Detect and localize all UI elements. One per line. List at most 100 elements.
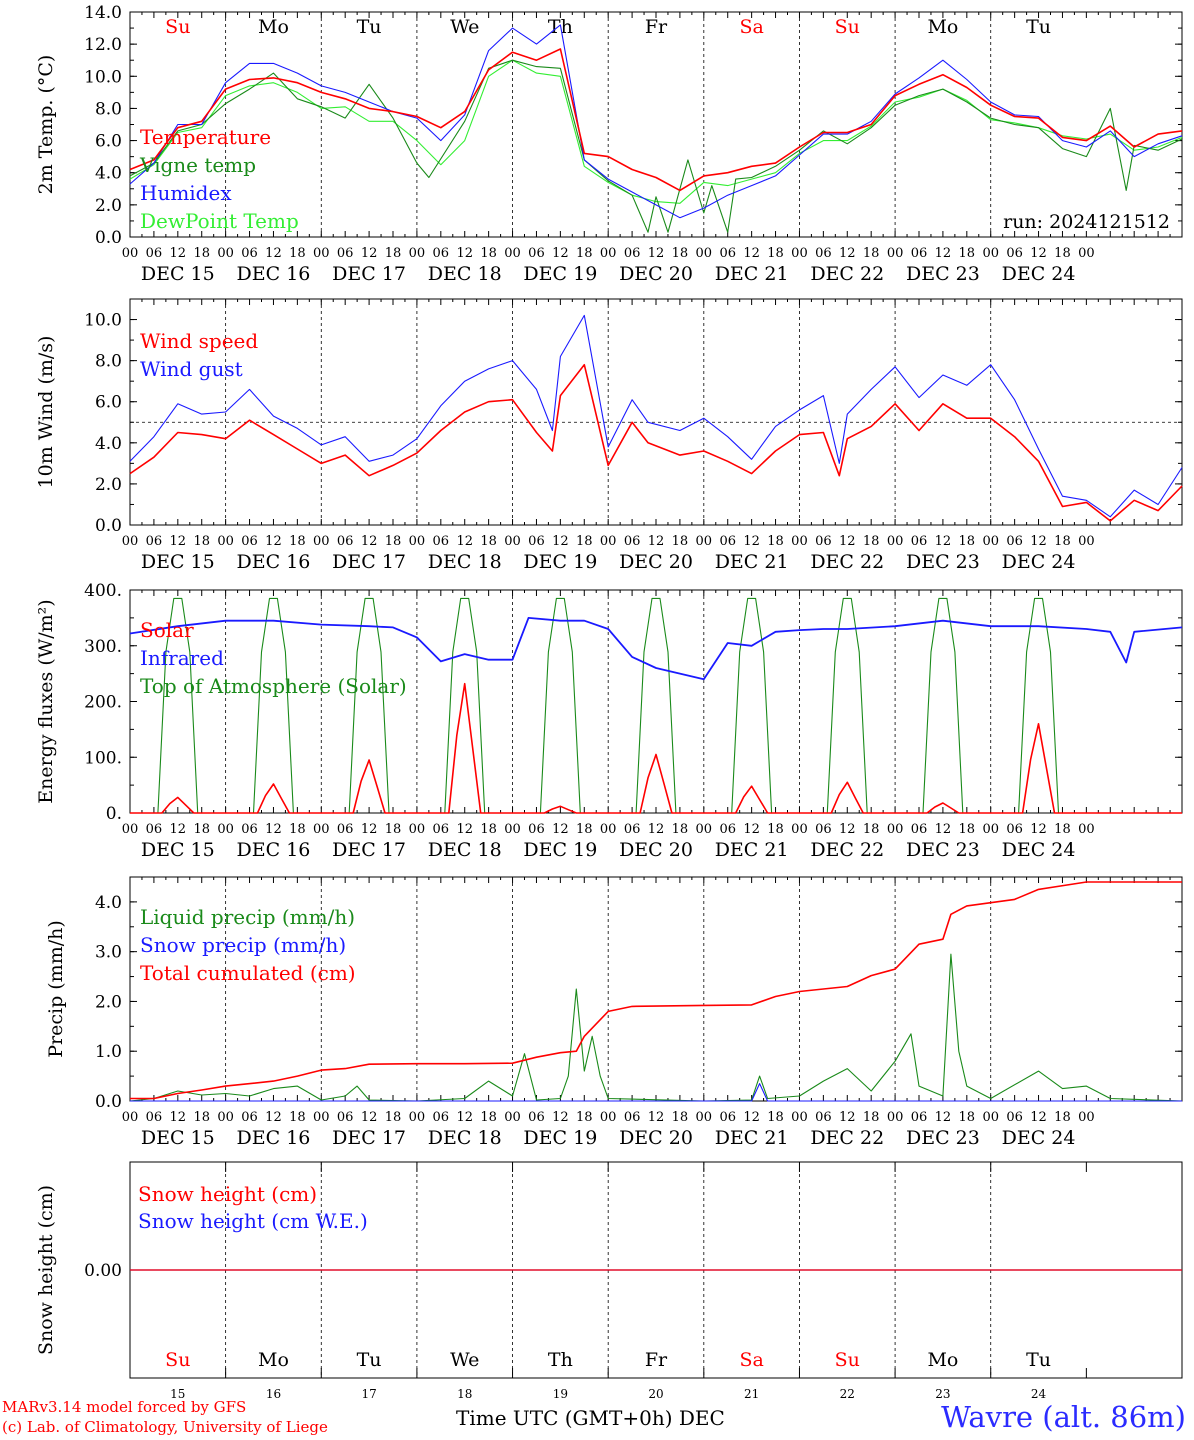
date-label: DEC 17 [332, 551, 406, 573]
hour-tick-label: 18 [863, 534, 880, 549]
y-tick-label: 10.0 [84, 311, 122, 331]
series-infrared [129, 617, 1183, 681]
hour-tick-label: 12 [935, 246, 952, 261]
hour-tick-label: 18 [672, 534, 689, 549]
legend-entry: Liquid precip (mm/h) [140, 905, 355, 929]
hour-tick-label: 06 [719, 246, 736, 261]
y-tick-label: 8.0 [95, 352, 122, 372]
hour-tick-label: 18 [576, 534, 593, 549]
day-number-label: 15 [170, 1387, 185, 1400]
hour-tick-label: 00 [600, 1110, 617, 1125]
hour-tick-label: 00 [217, 246, 234, 261]
hour-tick-label: 00 [696, 246, 713, 261]
y-tick-label: 2.0 [95, 196, 122, 216]
station-label: Wavre (alt. 86m) [941, 1400, 1186, 1434]
hour-tick-label: 06 [433, 1110, 450, 1125]
hour-tick-label: 00 [696, 534, 713, 549]
legend-entry: Solar [140, 618, 194, 642]
hour-tick-label: 00 [217, 534, 234, 549]
hour-tick-label: 12 [456, 534, 473, 549]
legend-entry: Snow precip (mm/h) [140, 933, 346, 957]
hour-tick-label: 18 [480, 534, 497, 549]
hour-tick-label: 06 [1006, 246, 1023, 261]
hour-tick-label: 00 [504, 534, 521, 549]
date-label: DEC 15 [141, 263, 215, 285]
hour-tick-label: 18 [193, 246, 210, 261]
hour-tick-label: 00 [409, 1110, 426, 1125]
hour-tick-label: 00 [313, 246, 330, 261]
date-label: DEC 17 [332, 1127, 406, 1149]
hour-tick-label: 00 [696, 1110, 713, 1125]
date-label: DEC 18 [428, 839, 502, 861]
hour-tick-label: 12 [839, 1110, 856, 1125]
day-number-label: 16 [266, 1387, 281, 1400]
hour-tick-label: 12 [935, 822, 952, 837]
date-label: DEC 24 [1002, 839, 1076, 861]
hour-tick-label: 00 [409, 534, 426, 549]
y-tick-label: 6.0 [95, 132, 122, 152]
date-label: DEC 24 [1002, 551, 1076, 573]
hour-tick-label: 12 [361, 822, 378, 837]
hour-tick-label: 00 [600, 246, 617, 261]
hour-tick-label: 06 [911, 534, 928, 549]
hour-tick-label: 18 [385, 534, 402, 549]
hour-tick-label: 12 [648, 534, 665, 549]
hour-tick-label: 06 [146, 534, 163, 549]
legend-entry: Wind speed [140, 329, 258, 353]
hour-tick-label: 18 [672, 246, 689, 261]
legend-entry: Temperature [140, 125, 271, 149]
hour-tick-label: 12 [456, 822, 473, 837]
hour-tick-label: 06 [911, 1110, 928, 1125]
y-tick-label: 14.0 [84, 3, 122, 23]
day-number-label: 19 [553, 1387, 568, 1400]
hour-tick-label: 00 [791, 1110, 808, 1125]
y-tick-label: 100. [84, 748, 122, 768]
date-label: DEC 16 [237, 551, 311, 573]
hour-tick-label: 06 [146, 246, 163, 261]
series-wind-speed [129, 363, 1183, 522]
hour-tick-label: 12 [552, 534, 569, 549]
date-label: DEC 19 [523, 1127, 597, 1149]
hour-tick-label: 18 [1054, 822, 1071, 837]
legend-entry: Wind gust [140, 357, 243, 381]
weekday-label: Tu [357, 1349, 382, 1371]
y-tick-label: 0.00 [84, 1261, 122, 1281]
legend-entry: DewPoint Temp [140, 209, 299, 233]
hour-tick-label: 06 [719, 822, 736, 837]
weekday-label: We [450, 16, 479, 38]
date-label: DEC 21 [715, 839, 789, 861]
weekday-label: Fr [645, 16, 668, 38]
hour-tick-label: 00 [887, 246, 904, 261]
hour-tick-label: 18 [863, 822, 880, 837]
date-label: DEC 15 [141, 1127, 215, 1149]
hour-tick-label: 12 [648, 822, 665, 837]
hour-tick-label: 18 [767, 1110, 784, 1125]
legend-entry: Infrared [140, 646, 224, 670]
date-label: DEC 24 [1002, 263, 1076, 285]
hour-tick-label: 06 [624, 246, 641, 261]
hour-tick-label: 00 [1078, 1110, 1095, 1125]
hour-tick-label: 18 [959, 1110, 976, 1125]
day-number-label: 24 [1031, 1387, 1047, 1400]
date-label: DEC 21 [715, 1127, 789, 1149]
date-label: DEC 21 [715, 263, 789, 285]
date-label: DEC 24 [1002, 1127, 1076, 1149]
date-label: DEC 18 [428, 263, 502, 285]
y-tick-label: 4.0 [95, 434, 122, 454]
hour-tick-label: 12 [1030, 822, 1047, 837]
run-label: run: 2024121512 [1003, 211, 1170, 233]
weekday-label: Sa [739, 16, 763, 38]
hour-tick-label: 06 [337, 534, 354, 549]
y-axis-label: Energy fluxes (W/m²) [35, 599, 57, 803]
hour-tick-label: 06 [719, 1110, 736, 1125]
hour-tick-label: 18 [959, 246, 976, 261]
hour-tick-label: 12 [1030, 534, 1047, 549]
y-tick-label: 2.0 [95, 475, 122, 495]
hour-tick-label: 12 [552, 822, 569, 837]
hour-tick-label: 18 [289, 534, 306, 549]
y-tick-label: 200. [84, 693, 122, 713]
date-label: DEC 20 [619, 551, 693, 573]
hour-tick-label: 18 [863, 246, 880, 261]
date-label: DEC 20 [619, 263, 693, 285]
day-number-label: 17 [361, 1387, 376, 1400]
